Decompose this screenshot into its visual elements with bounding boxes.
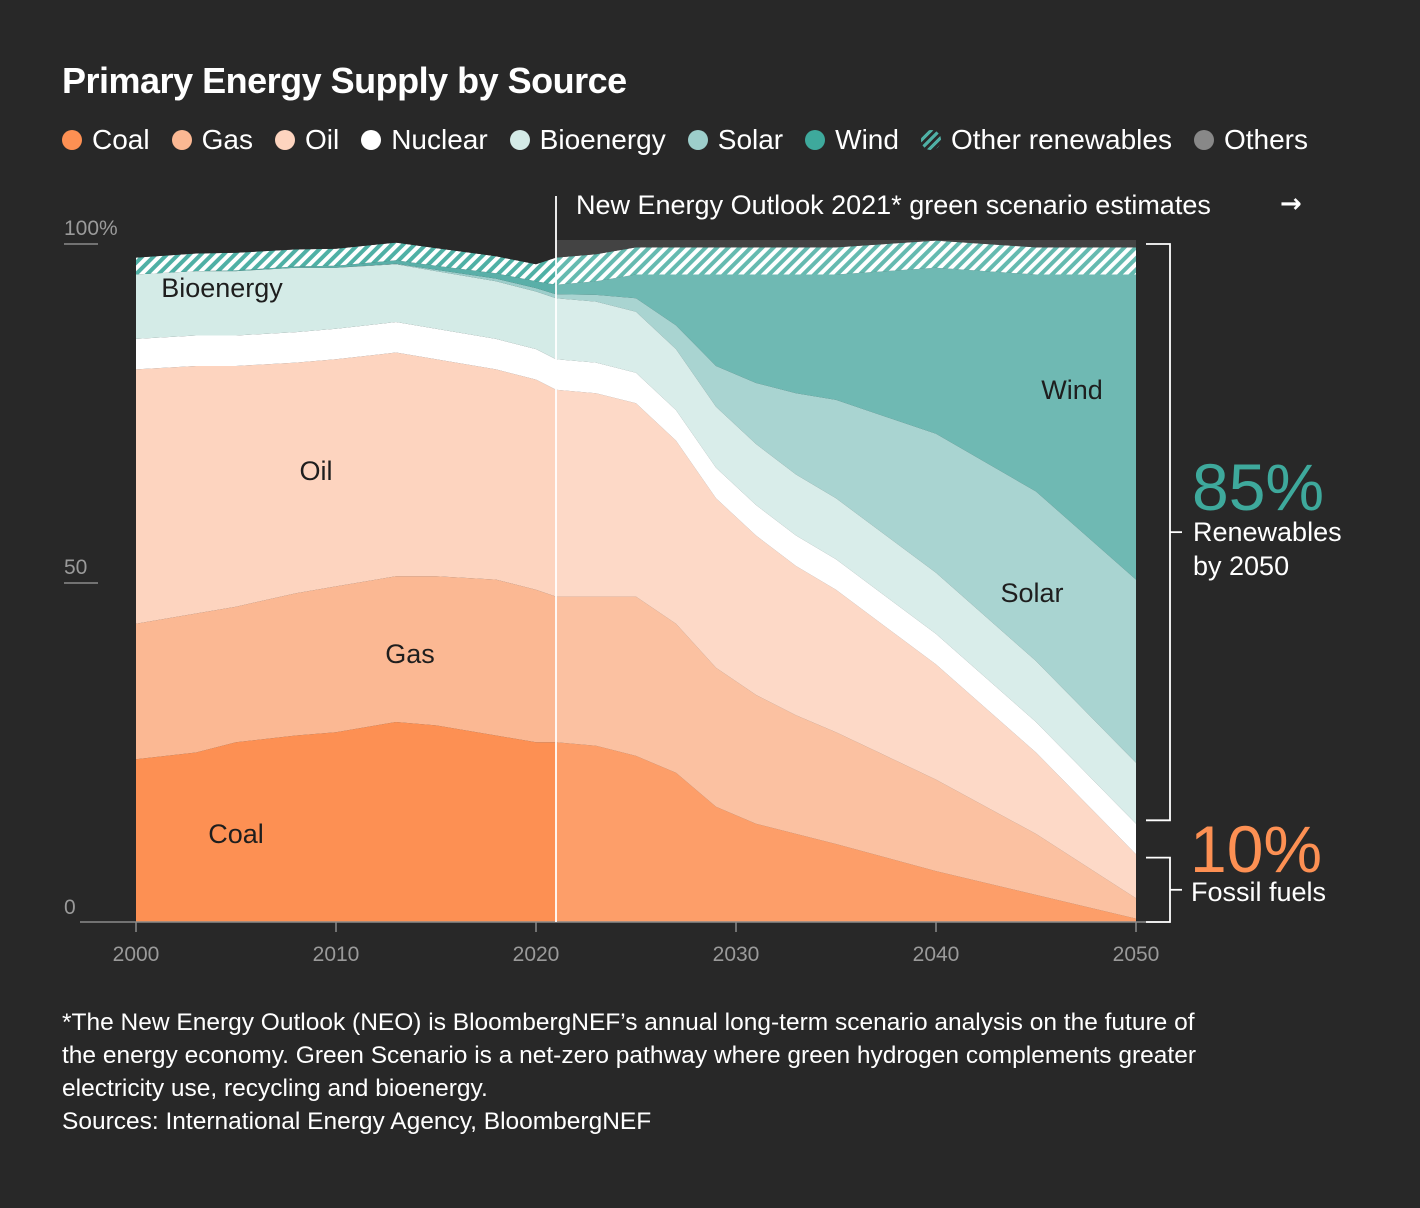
renewables-bracket [1146, 243, 1171, 822]
axes-layer: 2000 2010 2020 2030 2040 2050 0 50 100% [64, 217, 1170, 966]
legend-item-bioenergy[interactable]: Bioenergy [509, 124, 666, 156]
x-tick-label-2050: 2050 [1113, 943, 1160, 966]
x-tick-label-2040: 2040 [913, 943, 960, 966]
renewables-text-line-2: by 2050 [1193, 551, 1289, 581]
area-label-bioenergy: Bioenergy [161, 273, 283, 303]
projection-label: New Energy Outlook 2021* green scenario … [576, 190, 1211, 220]
legend: Coal Gas Oil Nuclear Bioenergy Solar Win… [62, 124, 1402, 156]
legend-label-bioenergy: Bioenergy [539, 124, 666, 155]
bioenergy-swatch-icon [509, 130, 530, 150]
legend-item-gas[interactable]: Gas [171, 124, 253, 156]
renewables-value: 85% [1192, 450, 1324, 524]
area-solar [136, 263, 1136, 763]
chart-title: Primary Energy Supply by Source [62, 60, 627, 101]
area-label-wind: Wind [1041, 375, 1103, 405]
x-tick-label-2010: 2010 [313, 943, 360, 966]
projection-arrow-icon: → [1280, 189, 1302, 219]
labels-layer: Coal Gas Oil Bioenergy Solar Wind [161, 273, 1103, 849]
legend-label-solar: Solar [717, 124, 784, 155]
legend-item-solar[interactable]: Solar [687, 124, 784, 156]
fossil-value: 10% [1190, 812, 1322, 886]
footnote-sources: Sources: International Energy Agency, Bl… [62, 1108, 652, 1135]
area-oil [136, 352, 1136, 899]
legend-item-other-renewables[interactable]: Other renewables [920, 124, 1172, 156]
others-swatch-icon [1193, 130, 1214, 150]
legend-item-wind[interactable]: Wind [805, 124, 899, 156]
legend-item-oil[interactable]: Oil [274, 124, 340, 156]
footnote: *The New Energy Outlook (NEO) is Bloombe… [62, 1006, 1362, 1138]
areas-layer [136, 237, 1136, 922]
x-tick-label-2000: 2000 [113, 943, 160, 966]
wind-swatch-icon [805, 130, 826, 150]
other-renewables-hatch-icon [920, 130, 941, 150]
footnote-line-3: electricity use, recycling and bioenergy… [62, 1075, 488, 1102]
oil-swatch-icon [274, 130, 295, 150]
legend-label-coal: Coal [92, 124, 150, 155]
legend-item-nuclear[interactable]: Nuclear [361, 124, 488, 156]
area-bioenergy [136, 264, 1136, 824]
x-tick-label-2020: 2020 [513, 943, 560, 966]
area-label-solar: Solar [1000, 578, 1063, 608]
area-gas [136, 576, 1136, 919]
legend-item-coal[interactable]: Coal [62, 124, 150, 156]
y-tick-label-0: 0 [64, 896, 76, 919]
x-tick-label-2030: 2030 [713, 943, 760, 966]
fossil-text: Fossil fuels [1191, 877, 1326, 907]
y-tick-label-100-: 100% [64, 217, 118, 240]
area-label-gas: Gas [385, 639, 435, 669]
footnote-line-2: the energy economy. Green Scenario is a … [62, 1042, 1196, 1069]
stacked-area-chart: 2000 2010 2020 2030 2040 2050 0 50 100% Coal Gas O… [64, 189, 1342, 966]
y-tick-label-50: 50 [64, 556, 87, 579]
legend-label-nuclear: Nuclear [391, 124, 488, 155]
area-wind [136, 260, 1136, 580]
area-other-renewables [136, 240, 1136, 285]
coal-swatch-icon [62, 130, 82, 150]
fossil-bracket [1146, 856, 1171, 923]
nuclear-swatch-icon [361, 130, 382, 150]
area-label-coal: Coal [208, 819, 264, 849]
legend-label-gas: Gas [201, 124, 253, 155]
area-coal [136, 722, 1136, 922]
area-others [136, 237, 1136, 265]
gas-swatch-icon [171, 130, 192, 150]
renewables-text-line-1: Renewables [1193, 517, 1342, 547]
footnote-line-1: *The New Energy Outlook (NEO) is Bloombe… [62, 1009, 1195, 1036]
solar-swatch-icon [687, 130, 708, 150]
legend-label-wind: Wind [835, 124, 899, 155]
legend-label-other-renewables: Other renewables [950, 124, 1172, 155]
annotations-layer: New Energy Outlook 2021* green scenario … [555, 189, 1342, 923]
area-label-oil: Oil [300, 456, 333, 486]
projection-tint [556, 240, 1136, 922]
legend-label-others: Others [1223, 124, 1308, 155]
legend-label-oil: Oil [304, 124, 340, 155]
legend-item-others[interactable]: Others [1193, 124, 1308, 156]
